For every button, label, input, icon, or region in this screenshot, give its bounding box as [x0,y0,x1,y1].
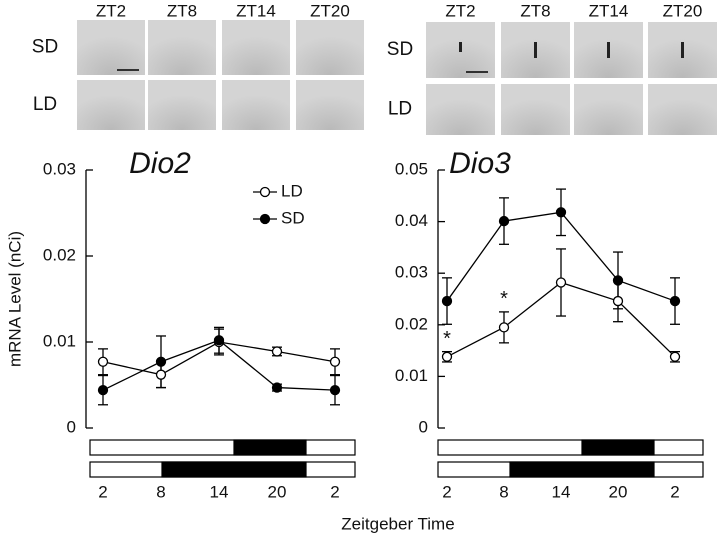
marker [155,356,167,367]
marker [555,277,567,288]
y-tick-label: 0.01 [43,331,76,350]
micrograph [148,80,216,130]
y-tick-label: 0.02 [395,314,428,333]
x-tick-label: 8 [499,482,508,501]
chart-title: Dio2 [129,147,191,180]
micrograph-signal [459,42,462,52]
column-label: ZT14 [589,1,629,20]
column-label: ZT20 [310,1,350,20]
legend-marker [259,186,271,198]
legend-label: SD [281,208,305,227]
schedule-bars [89,439,704,478]
marker [555,207,567,218]
x-tick-label: 14 [210,482,229,501]
micrograph [148,20,216,75]
micrograph [222,20,290,75]
x-axis-label: Zeitgeber Time [341,514,454,533]
row-label: LD [33,94,57,115]
micrograph-signal [681,42,684,58]
annotation: * [500,288,508,310]
legend-marker [259,213,271,225]
x-tick-label: 14 [552,482,571,501]
column-label: ZT8 [167,1,197,20]
y-tick-label: 0.04 [395,211,428,230]
x-tick-label: 8 [156,482,165,501]
marker [329,385,341,396]
marker [271,346,283,357]
x-tick-label: 2 [670,482,679,501]
micrograph [222,80,290,130]
marker [498,215,510,227]
column-label: ZT8 [520,1,550,20]
row-label: SD [387,39,413,60]
marker [329,356,341,367]
micrograph [426,84,495,135]
chart-title: Dio3 [449,147,511,180]
column-label: ZT2 [445,1,475,20]
x-tick-label: 20 [268,482,287,501]
column-label: ZT14 [236,1,276,20]
micrograph [574,84,643,135]
column-label: ZT2 [96,1,126,20]
x-tick-label: 2 [330,482,339,501]
y-tick-label: 0.03 [395,263,428,282]
marker [441,295,453,307]
marker [213,335,225,346]
image-panels: ZT2 ZT8 ZT14 ZT20 SD LD ZT2 ZT8 ZT14 ZT20 SD LD [32,1,717,135]
marker [612,275,624,286]
y-tick-label: 0.02 [43,245,76,264]
column-label: ZT20 [663,1,703,20]
x-tick-label: 20 [609,482,628,501]
row-label: LD [388,99,412,120]
y-tick-label: 0.01 [395,366,428,385]
legend-label: LD [281,181,303,200]
x-tick-label: 2 [98,482,107,501]
row-label: SD [32,37,58,58]
marker [669,351,681,362]
micrograph [648,84,717,135]
marker [498,322,510,333]
marker [441,351,453,362]
micrograph-signal [534,42,537,58]
annotation: * [443,328,451,350]
micrograph [501,84,570,135]
micrograph [296,20,364,75]
marker [271,382,283,393]
marker [155,369,167,380]
y-tick-label: 0.05 [395,159,428,178]
micrograph [296,80,364,130]
micrograph [77,80,145,130]
micrograph [77,20,145,75]
micrograph-signal [607,42,610,58]
y-axis-label: mRNA Level (nCi) [5,231,24,367]
marker [669,295,681,307]
marker [97,356,109,367]
marker [97,385,109,396]
y-tick-label: 0 [67,417,76,436]
x-tick-label: 2 [442,482,451,501]
y-tick-label: 0 [419,417,428,436]
y-tick-label: 0.03 [43,159,76,178]
marker [612,295,624,307]
